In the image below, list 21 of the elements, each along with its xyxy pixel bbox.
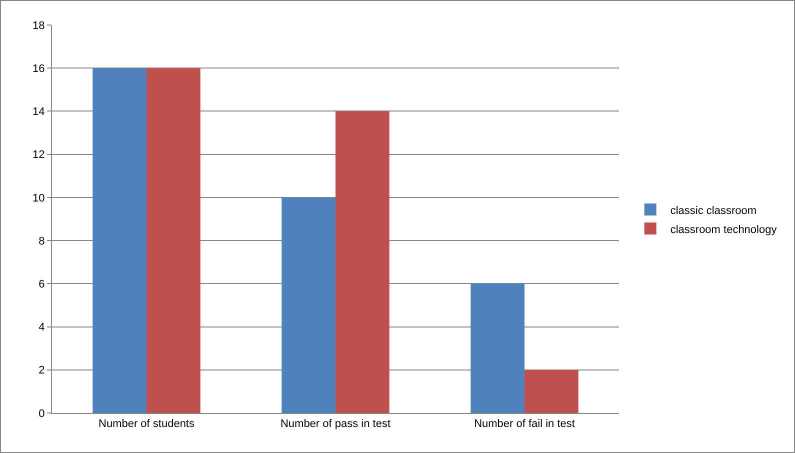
y-tick-label: 10: [32, 192, 45, 204]
bar: [92, 68, 146, 413]
bar: [336, 111, 390, 413]
y-tick-label: 16: [32, 62, 45, 75]
x-tick-label: Number of students: [98, 418, 195, 430]
x-tick-label: Number of fail in test: [474, 418, 575, 430]
legend-label: classic classroom: [670, 204, 757, 217]
bar: [146, 68, 200, 413]
x-tick-label: Number of pass in test: [280, 418, 391, 430]
y-tick-label: 6: [38, 278, 45, 291]
y-tick-label: 0: [38, 408, 45, 420]
y-tick-label: 8: [38, 235, 45, 248]
y-tick-label: 12: [32, 149, 45, 162]
bar: [470, 284, 524, 413]
y-tick-label: 18: [32, 20, 45, 32]
y-tick-label: 2: [38, 364, 45, 377]
y-tick-label: 14: [32, 106, 45, 118]
bar: [524, 370, 578, 413]
bar: [282, 197, 336, 413]
y-tick-label: 4: [38, 322, 45, 334]
legend-label: classroom technology: [670, 224, 778, 236]
